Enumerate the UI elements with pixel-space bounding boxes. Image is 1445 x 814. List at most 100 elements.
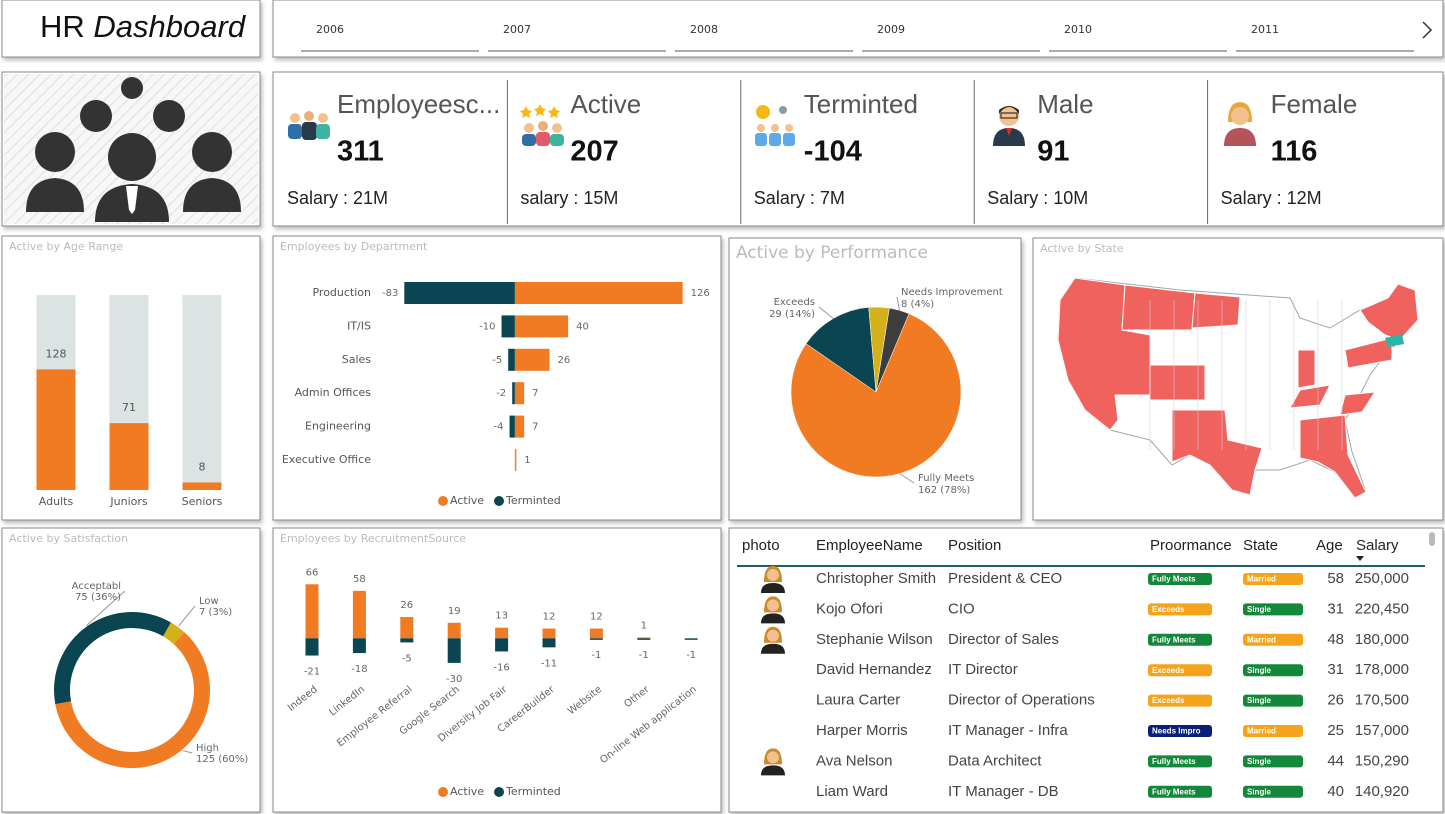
bar: [36, 369, 76, 490]
column: [589, 638, 603, 640]
legend-label: Terminted: [505, 785, 561, 798]
slice-label: Needs Improvement: [901, 287, 1003, 298]
position: President & CEO: [948, 570, 1062, 587]
slice-value: 162 (78%): [918, 485, 970, 496]
bar: [514, 449, 517, 471]
donut-slice: [53, 612, 172, 705]
panel: [1, 527, 261, 813]
next-arrow[interactable]: [1422, 21, 1433, 39]
pie-slice: [790, 313, 962, 478]
legend-label: Terminted: [505, 494, 561, 507]
year-option[interactable]: 2011: [1251, 23, 1279, 36]
badge-text: Single: [1247, 696, 1272, 705]
badge-text: Fully Meets: [1152, 787, 1196, 796]
badge: [1243, 573, 1303, 585]
year-option[interactable]: 2008: [690, 23, 718, 36]
employee-name: Liam Ward: [816, 783, 888, 800]
legend-marker: [494, 496, 505, 506]
avatar-face: [767, 629, 779, 642]
avatar-body: [761, 643, 785, 654]
kpi-label: Active: [570, 89, 641, 119]
data-label: 66: [306, 567, 319, 578]
badge: [1148, 664, 1212, 677]
leader-line: [182, 750, 193, 754]
column: [542, 638, 556, 648]
data-label: -18: [351, 664, 367, 675]
column: [684, 638, 698, 640]
panel: [272, 235, 722, 521]
column: [637, 637, 651, 640]
badge: [1243, 633, 1303, 646]
employee-name: Kojo Ofori: [816, 600, 883, 617]
bar: [514, 348, 550, 371]
slice-label: Low: [199, 596, 219, 607]
badge-text: Married: [1247, 727, 1276, 736]
column: [352, 638, 366, 654]
slice-label: Fully Meets: [918, 473, 974, 484]
badge-text: Fully Meets: [1152, 635, 1196, 644]
state-region: [1121, 284, 1196, 331]
column: [305, 638, 319, 656]
legend-label: Active: [450, 785, 484, 798]
column-header: Proormance: [1150, 537, 1232, 554]
data-label: 1: [641, 621, 647, 632]
slice-value: 7 (3%): [199, 607, 232, 618]
employee-name: Harper Morris: [816, 722, 908, 739]
salary: 220,450: [1355, 600, 1409, 617]
employee-name: Stephanie Wilson: [816, 631, 933, 648]
slice-value: 8 (4%): [901, 299, 934, 310]
data-label: -11: [541, 658, 557, 669]
bar-background: [182, 295, 222, 490]
legend-marker: [494, 787, 505, 797]
year-option[interactable]: 2009: [877, 23, 905, 36]
year-option[interactable]: 2007: [503, 23, 531, 36]
column: [352, 590, 366, 639]
slice-value: 29 (14%): [769, 309, 815, 320]
state-region: [1171, 409, 1263, 496]
badge: [1148, 573, 1212, 585]
kpi-salary: salary : 15M: [520, 188, 618, 208]
data-label: 126: [691, 288, 710, 299]
scrollbar: [1429, 532, 1435, 546]
sort-indicator: [1356, 556, 1364, 561]
donut-slice: [55, 632, 211, 769]
people-icon: [4, 74, 258, 224]
badge-text: Married: [1247, 575, 1276, 584]
kpi-salary: Salary : 10M: [987, 188, 1088, 208]
chart-title: Employees by RecruitmentSource: [280, 532, 466, 545]
column-header: Age: [1316, 537, 1343, 554]
y-tick-label: IT/IS: [347, 319, 371, 332]
column: [400, 617, 414, 639]
data-label: 58: [353, 574, 366, 585]
age: 48: [1327, 631, 1344, 648]
badge-text: Single: [1247, 666, 1272, 675]
year-option[interactable]: 2006: [316, 23, 344, 36]
position: Data Architect: [948, 752, 1042, 769]
kpi-value: -104: [804, 136, 862, 168]
column-header: State: [1243, 537, 1278, 554]
badge: [1148, 694, 1212, 707]
column: [447, 622, 461, 639]
state-region: [1299, 414, 1367, 499]
year-option[interactable]: 2010: [1064, 23, 1092, 36]
kpi-salary: Salary : 21M: [287, 188, 388, 208]
column: [542, 628, 556, 639]
column: [495, 638, 509, 652]
kpi-value: 116: [1271, 136, 1318, 168]
chart-title: Active by State: [1040, 242, 1124, 255]
slice-label: Acceptabl: [72, 581, 121, 592]
badge: [1148, 725, 1212, 737]
data-label: -5: [492, 355, 502, 366]
position: Director of Operations: [948, 692, 1095, 709]
salary: 250,000: [1355, 570, 1409, 587]
panel: [728, 527, 1444, 813]
column: [400, 638, 414, 643]
employee-name: Christopher Smith: [816, 570, 936, 587]
state-region: [1297, 349, 1316, 389]
badge-text: Exceeds: [1152, 605, 1185, 614]
slice-value: 75 (36%): [75, 592, 121, 603]
chart-title: Active by Satisfaction: [9, 532, 128, 545]
bar: [514, 315, 569, 338]
badge-text: Fully Meets: [1152, 575, 1196, 584]
